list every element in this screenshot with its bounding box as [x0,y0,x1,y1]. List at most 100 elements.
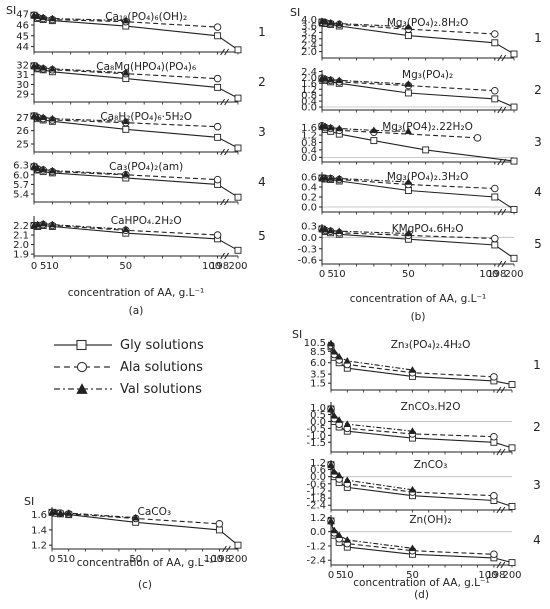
point-square [510,103,518,111]
x-tick-label: 100 [478,570,497,581]
axis-break-mark [500,448,506,456]
axis-break-mark [221,545,227,553]
x-tick-label: 200 [228,554,247,565]
series-line-triangle [52,511,136,519]
axis-break-mark [224,48,230,56]
point-triangle [30,162,38,170]
point-triangle [408,485,417,493]
subplot-number: 5 [534,237,542,251]
y-tick-label: 3.2 [301,28,317,39]
point-triangle [39,165,47,173]
y-tick-label: 0.6 [310,465,326,476]
point-triangle [335,352,343,360]
y-tick-label: 1.6 [301,123,317,134]
point-triangle [65,509,73,516]
point-triangle [33,113,42,121]
legend-item-gly: Gly solutions [52,335,240,355]
series-line-triangle [330,464,413,491]
x-tick-label: 0 [49,554,55,565]
y-tick-label: 0.6 [301,173,317,184]
y-tick-label: 0.4 [301,145,317,156]
point-square [508,559,516,567]
y-tick-label: 0.8 [301,91,317,102]
point-triangle [335,227,344,234]
y-tick-label: -1.8 [306,494,326,505]
axis-break-mark [224,148,230,156]
point-triangle [48,14,57,22]
y-tick-label: -0.5 [306,424,326,435]
y-tick-label: 5.4 [13,190,29,201]
subplot-title: Ca₈H₂(PO₄)₆·5H₂O [100,111,192,123]
y-tick-label: 46 [16,20,29,31]
point-square [508,502,516,510]
point-triangle [330,347,338,355]
point-triangle [39,113,47,121]
subplot-title: Zn₃(PO₄)₂.4H₂O [391,339,471,351]
subplot-title: Mg₃(PO4)₂.22H₂O [382,121,473,133]
axis-break-mark [220,198,226,206]
y-tick-label: 1.6 [301,79,317,90]
subplot-number: 4 [258,175,266,189]
point-circle [213,175,222,184]
subplot-title: CaHPO₄.2H₂O [111,215,182,227]
point-triangle [404,229,413,237]
point-triangle [343,420,352,427]
point-triangle [326,226,335,234]
point-triangle [48,166,57,174]
subplot: 1.53.56.08.510.5 Zn₃(PO₄)₂.4H₂O 1 [304,338,541,394]
y-tick-label: 1.5 [310,379,326,390]
y-tick-label: -0.3 [297,244,317,255]
point-square [234,46,242,54]
axis-break-mark [220,148,226,156]
y-tick-label: 0.4 [301,97,317,108]
point-triangle [48,64,57,72]
x-tick-label: 10 [46,261,59,272]
subplot-number: 3 [533,478,541,492]
legend-label-gly: Gly solutions [120,337,204,353]
series-line-square [33,224,239,251]
subplot-number: 3 [258,125,266,139]
x-tick-label: 200 [504,269,523,280]
point-triangle [404,22,413,30]
y-tick-label: 6.0 [13,170,29,181]
point-circle [491,234,499,243]
subplot: -2.4-1.8-1.2-0.60.00.61.2 ZnCO₃ 3 [306,458,541,514]
y-tick-label: 0.0 [310,417,326,428]
axis-break-mark [501,54,507,62]
y-tick-label: 2.1 [13,231,29,242]
legend-item-val: Val solutions [52,379,240,399]
point-triangle [33,220,42,228]
subplot: 0.00.40.81.21.6 Mg₃(PO4)₂.22H₂O 3 [301,121,542,166]
subplot-number: 2 [258,75,266,89]
panel-caption: (d) [414,589,429,601]
point-triangle [404,127,413,135]
point-square [510,157,518,165]
point-circle [213,122,222,131]
subplot-title: Mg₃(PO₄)₂.8H₂O [387,17,469,29]
point-triangle [321,122,330,130]
y-tick-label: 0.8 [301,138,317,149]
y-tick-label: 2.4 [301,67,317,78]
y-tick-label: 10.5 [304,338,326,349]
point-triangle [404,80,413,87]
y-axis-label: SI [290,6,300,19]
subplot-number: 4 [534,185,542,199]
axis-break-mark [220,252,226,260]
point-circle [490,373,498,381]
y-tick-label: 2.0 [301,47,317,58]
point-square [122,125,130,133]
y-tick-label: 0.2 [301,193,317,204]
y-tick-label: 0.4 [301,183,317,194]
point-triangle [39,63,47,71]
axis-break-mark [220,98,226,106]
x-tick-label: 50 [119,261,132,272]
subplot-title: Zn(OH)₂ [409,514,451,526]
y-axis-label: SI [24,495,34,508]
point-circle [213,23,222,31]
legend-label-ala: Ala solutions [120,359,203,375]
point-square [491,193,499,201]
point-triangle [326,123,335,131]
point-circle [473,134,482,142]
